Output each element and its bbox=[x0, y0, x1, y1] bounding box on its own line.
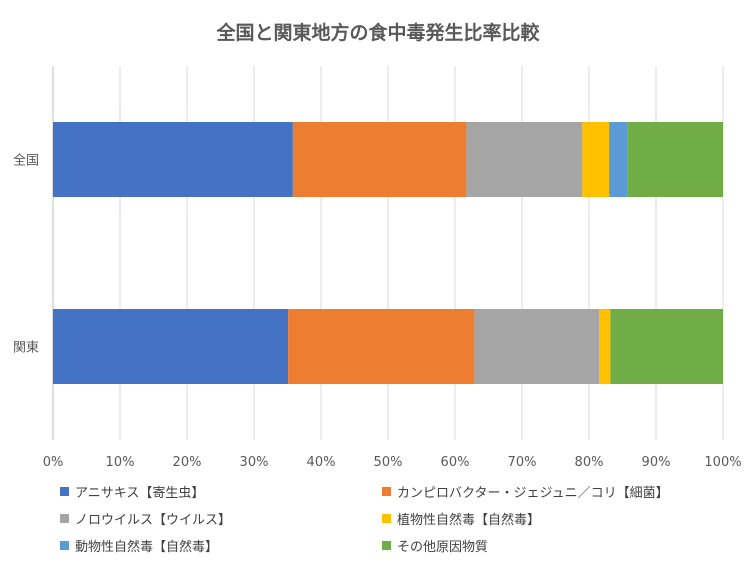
category-label: 全国 bbox=[13, 153, 39, 169]
legend-item: カンピロバクター・ジェジュニ／コリ【細菌】 bbox=[382, 482, 669, 501]
legend-item: アニサキス【寄生虫】 bbox=[60, 482, 204, 501]
bar-segment bbox=[292, 122, 467, 197]
legend-label: その他原因物質 bbox=[397, 540, 489, 555]
x-tick-label: 80% bbox=[575, 455, 604, 470]
legend-swatch bbox=[60, 541, 69, 550]
chart-title: 全国と関東地方の食中毒発生比率比較 bbox=[216, 22, 540, 44]
legend-swatch bbox=[382, 541, 391, 550]
x-tick-label: 20% bbox=[173, 455, 202, 470]
x-tick-label: 40% bbox=[307, 455, 336, 470]
legend-label: アニサキス【寄生虫】 bbox=[75, 486, 205, 501]
legend-item: ノロウイルス【ウイルス】 bbox=[60, 509, 231, 528]
bar-segment bbox=[627, 122, 723, 197]
bar-segment bbox=[53, 309, 289, 384]
x-tick-label: 60% bbox=[441, 455, 470, 470]
legend-swatch bbox=[382, 514, 391, 523]
bar-segment bbox=[466, 122, 583, 197]
x-tick-label: 100% bbox=[704, 455, 741, 470]
legend-label: 動物性自然毒【自然毒】 bbox=[75, 540, 219, 555]
x-tick-label: 70% bbox=[508, 455, 537, 470]
legend-label: カンピロバクター・ジェジュニ／コリ【細菌】 bbox=[397, 486, 669, 501]
legend-item: 動物性自然毒【自然毒】 bbox=[60, 536, 218, 555]
bar-segment bbox=[288, 309, 475, 384]
category-label: 関東 bbox=[13, 340, 39, 356]
bar-segment bbox=[599, 309, 611, 384]
bar-segment bbox=[582, 122, 610, 197]
legend-item: その他原因物質 bbox=[382, 536, 488, 555]
x-tick-label: 10% bbox=[106, 455, 135, 470]
legend-swatch bbox=[60, 514, 69, 523]
bar-segment bbox=[610, 309, 723, 384]
legend-item: 植物性自然毒【自然毒】 bbox=[382, 509, 540, 528]
x-tick-label: 50% bbox=[374, 455, 403, 470]
legend-swatch bbox=[382, 487, 391, 496]
bar-segment bbox=[474, 309, 600, 384]
bar-segment bbox=[609, 122, 628, 197]
legend-label: 植物性自然毒【自然毒】 bbox=[397, 513, 541, 528]
x-tick-label: 90% bbox=[642, 455, 671, 470]
x-tick-label: 0% bbox=[43, 455, 64, 470]
legend-swatch bbox=[60, 487, 69, 496]
bar-segment bbox=[53, 122, 293, 197]
legend-label: ノロウイルス【ウイルス】 bbox=[75, 513, 232, 528]
x-tick-label: 30% bbox=[240, 455, 269, 470]
